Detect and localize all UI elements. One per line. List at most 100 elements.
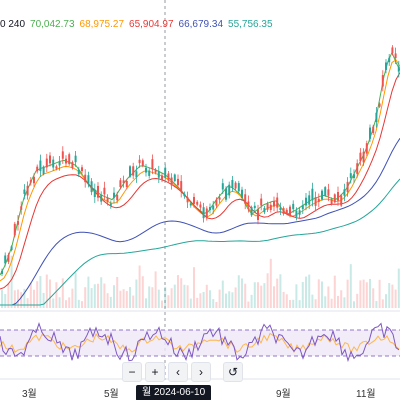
volume-bar — [13, 290, 16, 308]
candle-body — [250, 207, 253, 216]
candle-body — [93, 189, 96, 198]
candle-body — [122, 180, 125, 183]
candle-body — [68, 154, 71, 165]
candle-body — [55, 166, 58, 169]
candle-body — [349, 173, 352, 178]
candle-body — [257, 209, 259, 220]
rsi-lines — [0, 322, 400, 363]
volume-bar — [103, 283, 106, 308]
volume-bar — [247, 301, 250, 308]
volume-bar — [218, 289, 221, 308]
candle-body — [369, 127, 371, 139]
candlesticks — [1, 45, 400, 277]
volume-bar — [356, 293, 359, 308]
candle-body — [193, 196, 195, 204]
axis-label-november: 11월 — [356, 389, 376, 400]
candle-body — [103, 187, 106, 195]
candle-body — [199, 204, 202, 208]
candle-body — [151, 159, 154, 170]
candle-body — [340, 195, 343, 206]
volume-bar — [161, 300, 163, 308]
candle-body — [49, 155, 51, 164]
volume-bar — [58, 297, 61, 308]
ma-line-longer — [0, 138, 400, 306]
volume-bar — [49, 279, 51, 308]
volume-bar — [298, 300, 301, 308]
candle-body — [237, 183, 240, 192]
volume-bar — [257, 282, 259, 308]
candle-body — [132, 166, 135, 176]
volume-bar — [154, 271, 157, 308]
volume-bar — [362, 279, 365, 308]
candle-body — [33, 176, 35, 184]
legend-ma-3: 65,904.97 — [129, 19, 174, 30]
candle-body — [10, 246, 13, 251]
volume-bar — [39, 276, 42, 308]
candle-body — [212, 205, 215, 210]
volume-bar — [71, 288, 74, 308]
candle-body — [52, 159, 55, 168]
candle-body — [218, 197, 221, 200]
volume-bar — [375, 301, 378, 308]
volume-bar — [215, 301, 218, 308]
volume-bar — [276, 278, 279, 308]
volume-bar — [29, 282, 32, 308]
volume-bar — [221, 280, 224, 308]
volume-bar — [193, 267, 195, 308]
reset-chart-button[interactable]: ↺ — [223, 362, 243, 382]
volume-bar — [125, 291, 128, 308]
volume-bar — [228, 291, 231, 308]
volume-bar — [84, 287, 87, 308]
candle-body — [273, 201, 275, 207]
candle-body — [100, 194, 103, 202]
candle-body — [209, 206, 211, 211]
candle-body — [343, 189, 346, 196]
volume-bar — [388, 283, 391, 308]
volume-bar — [343, 297, 346, 308]
volume-bar — [7, 283, 10, 308]
candle-body — [42, 166, 45, 175]
volume-bar — [97, 283, 99, 308]
zoom-in-button[interactable]: + — [145, 362, 165, 382]
candle-body — [289, 206, 291, 216]
candle-body — [39, 160, 42, 172]
rsi-line — [0, 322, 400, 363]
ma-legend: 0 240 70,042.73 68,975.27 65,904.97 66,6… — [0, 18, 273, 32]
candle-body — [180, 181, 183, 192]
zoom-out-button[interactable]: − — [122, 362, 142, 382]
volume-bar — [180, 278, 183, 308]
volume-bar — [314, 299, 317, 308]
scroll-left-button[interactable]: ‹ — [168, 362, 188, 382]
volume-bar — [391, 284, 394, 308]
volume-bar — [119, 290, 122, 308]
volume-bar — [273, 286, 275, 308]
volume-bar — [132, 295, 135, 308]
volume-bar — [42, 292, 45, 308]
candle-body — [1, 270, 3, 274]
axis-label-may: 5월 — [104, 389, 119, 400]
volume-bar — [122, 289, 125, 308]
volume-bar — [285, 294, 288, 308]
volume-bar — [164, 286, 167, 308]
volume-bar — [244, 283, 247, 308]
candle-body — [84, 174, 87, 183]
candle-body — [81, 167, 83, 172]
candle-body — [311, 188, 314, 201]
volume-bar — [173, 284, 176, 308]
candle-body — [119, 180, 122, 188]
volume-bar — [340, 290, 343, 308]
volume-bar — [282, 291, 285, 308]
candle-body — [330, 199, 333, 204]
volume-bar — [141, 276, 144, 308]
volume-bar — [337, 295, 339, 308]
volume-bar — [135, 279, 138, 308]
scroll-right-button[interactable]: › — [191, 362, 211, 382]
volume-bar — [145, 298, 147, 308]
volume-bar — [231, 292, 234, 308]
candle-body — [397, 66, 400, 72]
volume-bar — [1, 289, 3, 308]
candle-body — [314, 197, 317, 206]
volume-bar — [202, 291, 205, 308]
